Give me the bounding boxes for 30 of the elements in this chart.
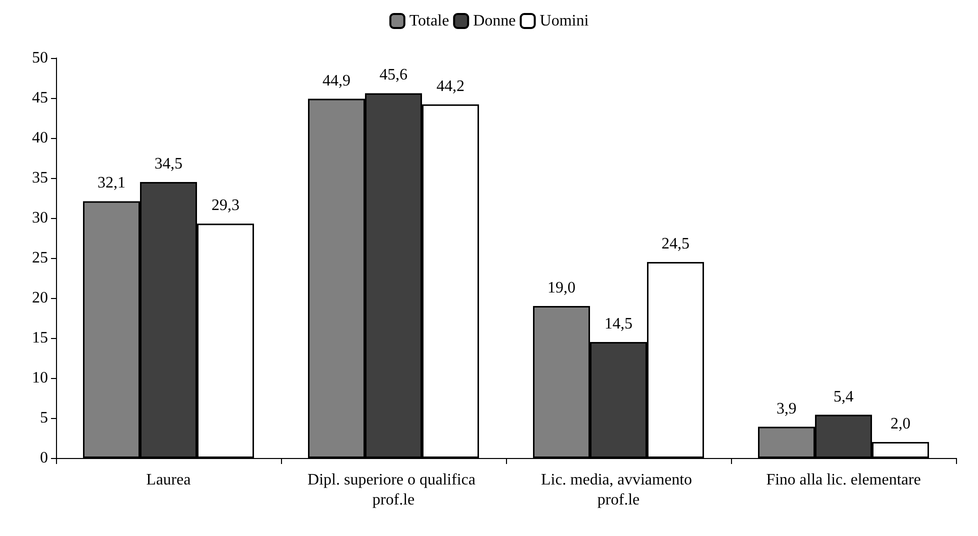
x-tick-label: Dipl. superiore o qualifica prof.le	[308, 472, 480, 508]
y-tick-label: 40	[32, 130, 48, 146]
data-label: 19,0	[548, 280, 576, 296]
data-label: 14,5	[604, 316, 632, 332]
y-tick-label: 45	[32, 90, 48, 106]
data-label: 34,5	[154, 156, 182, 172]
data-label: 44,9	[322, 72, 350, 90]
y-tick-label: 35	[32, 170, 48, 186]
y-tick-label: 50	[32, 50, 48, 66]
x-tick-label: Fino alla lic. elementare	[766, 472, 921, 488]
data-label: 3,9	[776, 400, 796, 418]
legend-label: Uomini	[540, 12, 590, 30]
data-label: 2,0	[890, 416, 910, 432]
x-tick-label: Laurea	[146, 472, 191, 488]
data-label: 5,4	[834, 388, 854, 406]
data-label: 44,2	[436, 78, 464, 95]
data-label: 24,5	[662, 236, 690, 252]
x-tick-label: Lic. media, avviamento prof.le	[540, 472, 696, 508]
y-tick-label: 0	[40, 450, 48, 466]
data-label: 29,3	[212, 197, 240, 214]
y-tick-label: 30	[32, 210, 48, 226]
y-tick-label: 10	[32, 370, 48, 386]
y-tick-label: 5	[40, 410, 48, 426]
y-tick-label: 15	[32, 330, 48, 346]
legend-label: Totale	[409, 12, 450, 30]
data-label: 45,6	[380, 66, 408, 84]
y-tick-label: 20	[32, 290, 48, 306]
legend-label: Donne	[473, 12, 516, 30]
y-tick-label: 25	[32, 250, 48, 266]
data-label: 32,1	[98, 174, 126, 192]
